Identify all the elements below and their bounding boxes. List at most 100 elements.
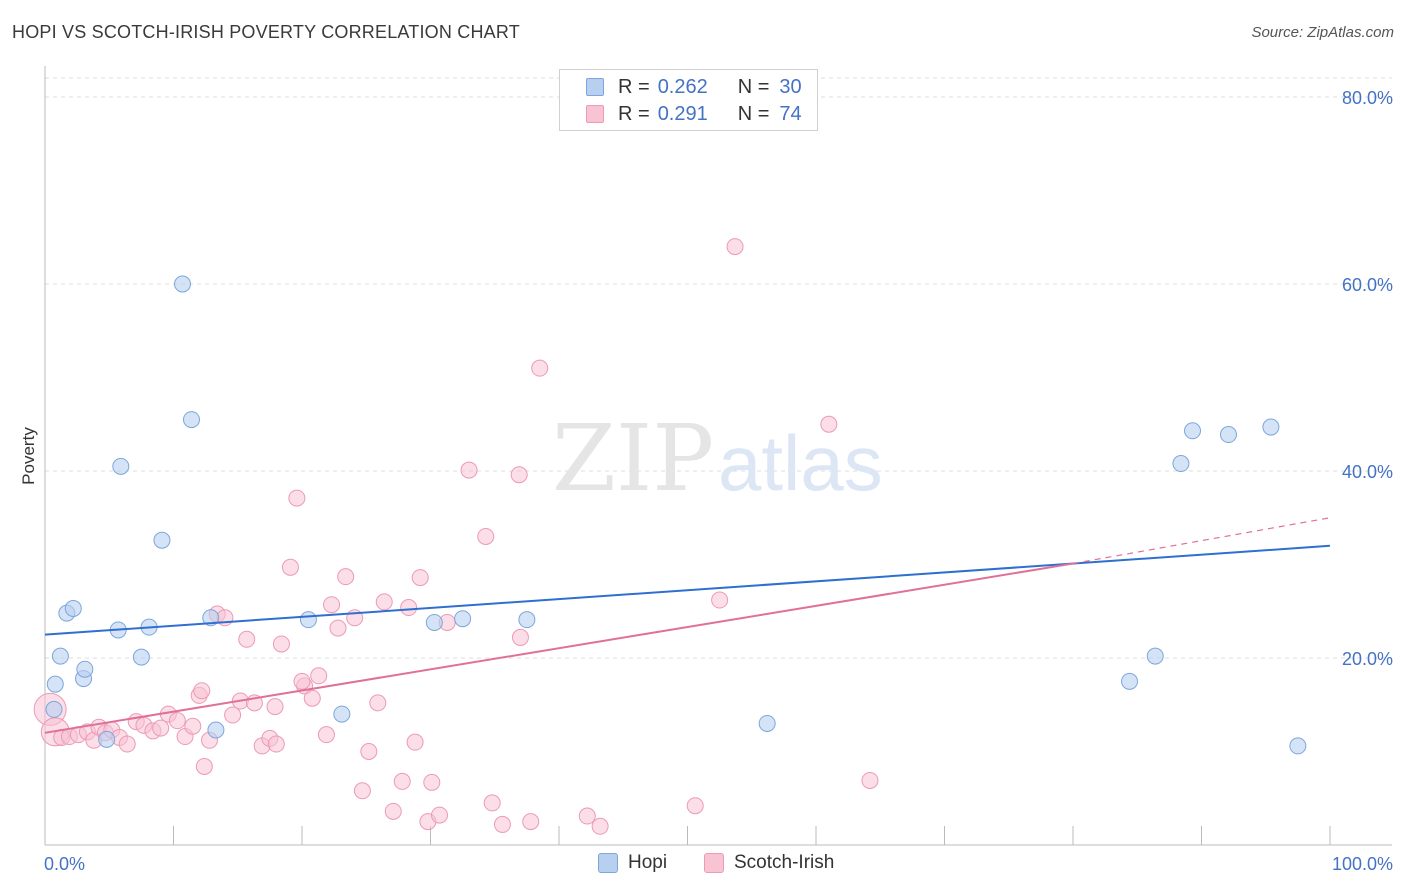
- legend-item-scotch-irish[interactable]: Scotch-Irish: [704, 852, 834, 874]
- scotch-irish-point: [238, 630, 256, 648]
- scotch-irish-point: [281, 558, 299, 576]
- scotch-irish-point: [384, 802, 402, 820]
- hopi-point: [207, 721, 225, 739]
- scotch-irish-point: [195, 757, 213, 775]
- scotch-irish-point: [168, 712, 186, 730]
- hopi-point: [173, 275, 191, 293]
- r-value: 0.291: [657, 102, 708, 125]
- hopi-point: [1146, 647, 1164, 665]
- hopi-point: [51, 647, 69, 665]
- scotch-irish-point: [184, 717, 202, 735]
- scotch-irish-point: [329, 619, 347, 637]
- hopi-point: [425, 613, 443, 631]
- hopi-point: [333, 705, 351, 723]
- legend-item-hopi[interactable]: Hopi: [598, 852, 667, 874]
- scotch-irish-point: [522, 813, 540, 831]
- scotch-irish-point: [483, 794, 501, 812]
- scotch-irish-point: [393, 772, 411, 790]
- legend-label-scotch-irish: Scotch-Irish: [734, 852, 835, 873]
- hopi-point: [1121, 672, 1139, 690]
- scotch-irish-point: [411, 569, 429, 587]
- scotch-irish-point: [224, 706, 242, 724]
- watermark-zip: ZIP: [552, 405, 714, 512]
- scotch-irish-point: [288, 489, 306, 507]
- chart-title: HOPI VS SCOTCH-IRISH POVERTY CORRELATION…: [12, 22, 520, 42]
- source-credit: Source: ZipAtlas.com: [1251, 24, 1394, 41]
- hopi-point: [1184, 422, 1202, 440]
- trend-lines: [44, 517, 1331, 734]
- scotch-irish-point: [193, 682, 211, 700]
- hopi-point: [299, 611, 317, 629]
- r-label: R =: [618, 102, 650, 125]
- series-legend: Hopi Scotch-Irish: [0, 852, 1406, 878]
- y-axis-title: Poverty: [19, 427, 38, 485]
- n-label: N =: [737, 75, 770, 98]
- scotch-irish-point: [266, 698, 284, 716]
- scotch-irish-point: [360, 743, 378, 760]
- hopi-point: [46, 675, 64, 693]
- scotch-irish-point: [430, 806, 448, 824]
- legend-label-hopi: Hopi: [628, 852, 668, 873]
- scotch-irish-trend-extension: [1072, 517, 1331, 565]
- scotch-irish-point: [861, 771, 879, 789]
- x-tick-labels: 0.0% 100.0%: [44, 854, 1393, 874]
- scotch-irish-point: [323, 596, 341, 614]
- scotch-irish-trend-line: [44, 562, 1074, 734]
- legend-row-scotch-irish: R = 0.291 N = 74: [560, 101, 802, 127]
- r-value: 0.262: [657, 75, 708, 98]
- scotch-irish-point: [686, 797, 704, 815]
- n-value: 30: [779, 75, 802, 98]
- scotch-irish-point: [591, 817, 609, 835]
- scotch-irish-point: [369, 694, 387, 712]
- scotch-irish-point: [118, 735, 136, 753]
- scotch-irish-point: [510, 466, 528, 484]
- scotch-irish-point: [531, 359, 549, 377]
- scotch-irish-point: [460, 461, 478, 479]
- scotch-irish-point: [293, 672, 311, 690]
- hopi-point: [1219, 426, 1237, 444]
- scotch-irish-point: [477, 527, 495, 545]
- hopi-swatch: [598, 853, 618, 873]
- scotch-irish-point: [578, 807, 596, 825]
- n-label: N =: [737, 102, 770, 125]
- correlation-legend: R = 0.262 N = 30 R = 0.291 N = 74: [559, 69, 818, 131]
- hopi-point: [132, 648, 150, 666]
- scotch-irish-point: [711, 591, 729, 609]
- r-label: R =: [618, 75, 650, 98]
- x-tick-label: 0.0%: [44, 854, 85, 874]
- hopi-point: [98, 730, 116, 748]
- y-tick-label: 40.0%: [1342, 462, 1393, 482]
- hopi-points: [45, 275, 1307, 755]
- hopi-point: [202, 609, 220, 627]
- hopi-point: [1289, 737, 1307, 755]
- hopi-point: [45, 700, 63, 718]
- scotch-irish-swatch: [704, 853, 724, 873]
- scotch-irish-point: [400, 599, 418, 617]
- y-tick-labels: 20.0% 40.0% 60.0% 80.0%: [1342, 88, 1393, 669]
- hopi-point: [454, 610, 472, 628]
- watermark: ZIP atlas: [552, 405, 883, 512]
- hopi-point: [1172, 455, 1190, 473]
- y-tick-label: 80.0%: [1342, 88, 1393, 108]
- scotch-irish-point: [820, 415, 838, 433]
- watermark-atlas: atlas: [718, 419, 883, 507]
- x-tick-label: 100.0%: [1332, 854, 1393, 874]
- scotch-irish-point: [406, 733, 424, 751]
- hopi-point: [758, 714, 776, 732]
- scotch-irish-point: [493, 815, 511, 833]
- scotch-irish-point: [272, 635, 290, 653]
- scotch-irish-point: [423, 773, 441, 791]
- scotch-irish-point: [317, 726, 335, 744]
- hopi-point: [64, 599, 82, 617]
- scotch-irish-point: [337, 568, 355, 586]
- hopi-point: [153, 531, 171, 549]
- y-tick-label: 20.0%: [1342, 649, 1393, 669]
- scotch-irish-point: [267, 735, 285, 753]
- y-tick-label: 60.0%: [1342, 275, 1393, 295]
- scotch-irish-point: [310, 667, 328, 685]
- hopi-point: [76, 660, 94, 678]
- scotch-irish-swatch: [586, 105, 604, 123]
- scotch-irish-point: [726, 238, 744, 256]
- hopi-point: [1262, 418, 1280, 436]
